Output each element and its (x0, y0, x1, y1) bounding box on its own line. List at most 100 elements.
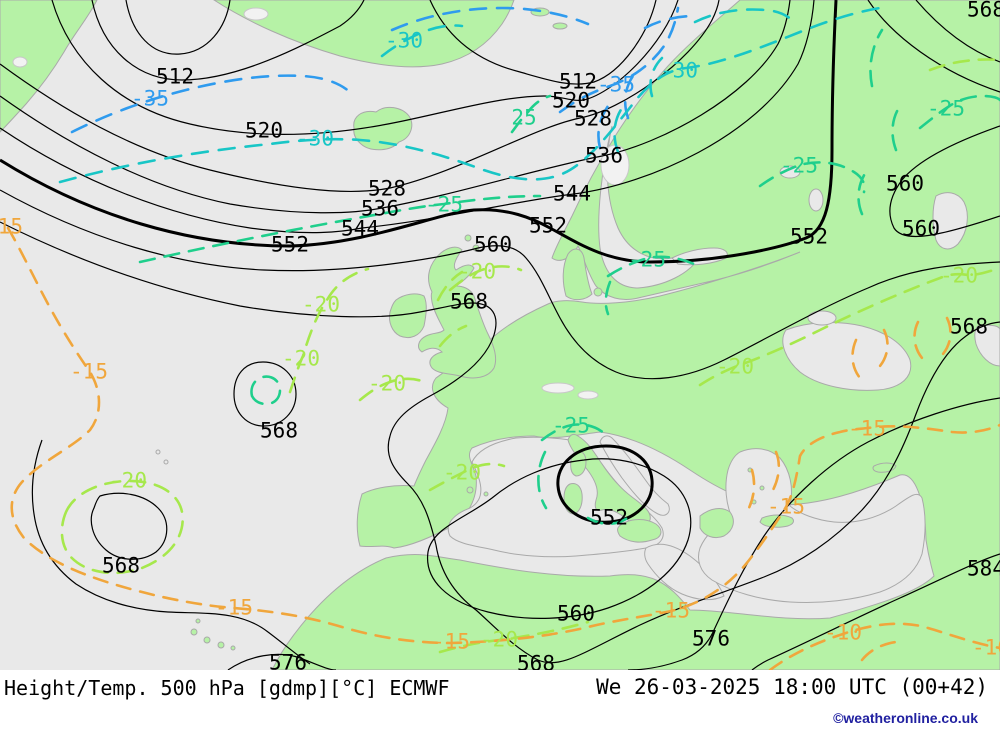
isotherm-minus20 (928, 58, 1000, 72)
island-madeira (195, 618, 201, 624)
contour-560-east-u (889, 125, 1000, 238)
contour-584 (751, 553, 1000, 670)
isotherm-minus15 (941, 316, 952, 356)
isotherm-minus20 (698, 266, 1000, 387)
contour-568-ne-corner (915, 0, 1000, 63)
isotherm-minus25 (540, 423, 608, 442)
isotherm-minus25 (586, 514, 632, 526)
isotherm-minus15 (746, 468, 756, 512)
contour-568-small-low (233, 361, 297, 427)
island-azores (155, 449, 161, 455)
island-canary (217, 641, 225, 649)
island-layer (12, 7, 897, 651)
island-canary (203, 636, 211, 644)
contour-520 (51, 0, 679, 135)
isotherm-minus30 (380, 24, 464, 58)
island-canary (190, 628, 198, 636)
land-denmark (562, 248, 593, 301)
isotherm-minus15 (851, 338, 862, 380)
contour-560-italy-loop (426, 458, 692, 619)
isotherm-minus20 (358, 377, 430, 402)
isotherm-minus25 (869, 28, 884, 88)
valid-time: We 26-03-2025 18:00 UTC (00+42) (596, 675, 988, 699)
isotherm-minus25 (510, 94, 552, 134)
land-great-britain (418, 246, 497, 379)
isotherm-minus30 (613, 106, 624, 154)
land-ireland (389, 293, 427, 339)
land-greece (699, 508, 734, 539)
mountain-patch-alps (577, 390, 599, 400)
isotherm-minus15 (771, 450, 781, 492)
isotherm-minus25 (604, 280, 612, 316)
contour-568-main (0, 221, 1000, 664)
isotherm-minus20 (448, 265, 523, 292)
isotherm-minus15 (878, 328, 889, 368)
isotherm-minus30 (649, 56, 664, 98)
contour-568-sw-inner (90, 492, 168, 560)
isotherm-minus10 (860, 640, 898, 662)
isotherm-minus15 (6, 226, 1000, 645)
contour-512-east (429, 0, 657, 85)
isotherm-minus20 (428, 462, 506, 492)
isotherm-minus25 (250, 375, 282, 406)
contour-576-east (627, 397, 1000, 670)
island-sicily (617, 519, 662, 543)
contour-512-inner (125, 0, 231, 55)
contour-map: 512 512 520 520 528 528 536 536 544 544 552 552 552 5… (0, 0, 1000, 670)
sea-white-sea (932, 192, 968, 250)
isotherm-minus30 (693, 8, 796, 24)
contour-536 (0, 0, 791, 214)
isotherm-minus20 (436, 270, 464, 302)
island-shetland (464, 234, 472, 242)
isotherm-minus25 (918, 94, 1000, 130)
contour-560 (0, 189, 1000, 380)
height-contour-layer (0, 0, 1000, 670)
isotherm-minus15 (913, 320, 924, 360)
isotherm-minus25 (537, 450, 548, 510)
isotherm-minus10 (768, 622, 1000, 670)
isotherm-minus25 (891, 104, 902, 152)
isotherm-minus20 (288, 267, 370, 394)
contour-512-west (91, 0, 365, 81)
sea-azov (807, 310, 837, 326)
isotherm-minus25 (138, 194, 542, 264)
contour-568-sw-spiral (31, 439, 311, 665)
isotherm-minus30 (58, 6, 882, 184)
island-aegean (759, 485, 765, 491)
contour-528 (0, 0, 720, 193)
sea-black-sea (782, 322, 912, 391)
sea-layer (447, 125, 1000, 603)
island-azores (163, 459, 169, 465)
sea-adriatic (599, 435, 670, 516)
map-canvas (0, 0, 1000, 670)
isotherm-minus25 (606, 255, 696, 278)
caption-bar: Height/Temp. 500 hPa [gdmp][°C] ECMWF We… (0, 670, 1000, 733)
island-balearic (466, 486, 474, 494)
isotherm-minus25 (857, 170, 868, 216)
island-zealand (593, 287, 603, 297)
mountain-patch-alps (541, 382, 575, 394)
contour-560-north (867, 0, 1000, 93)
land-greenland (0, 0, 98, 133)
isotherm-minus35 (70, 74, 352, 134)
copyright-link[interactable]: ©weatheronline.co.uk (833, 710, 978, 726)
sea-caspian-edge (974, 324, 1000, 367)
isotherm-minus20 (438, 324, 468, 348)
isotherm-minus35 (597, 104, 610, 150)
isotherm-layer (6, 6, 1000, 670)
isotherm-minus35 (390, 6, 590, 32)
island-canary (230, 645, 236, 651)
mountain-patch-norway (600, 144, 630, 186)
island-sardinia (563, 483, 583, 515)
glacier-patch (12, 56, 28, 68)
isotherm-minus35 (558, 6, 680, 114)
land-iceland (353, 106, 413, 151)
land-eurasia (271, 0, 1000, 670)
product-title: Height/Temp. 500 hPa [gdmp][°C] ECMWF (4, 676, 450, 700)
isotherm-minus20 (60, 479, 184, 575)
contour-576-west (227, 653, 337, 670)
island-balearic (483, 491, 489, 497)
lake-onega (808, 188, 824, 212)
contour-552-italy-low (556, 444, 654, 524)
